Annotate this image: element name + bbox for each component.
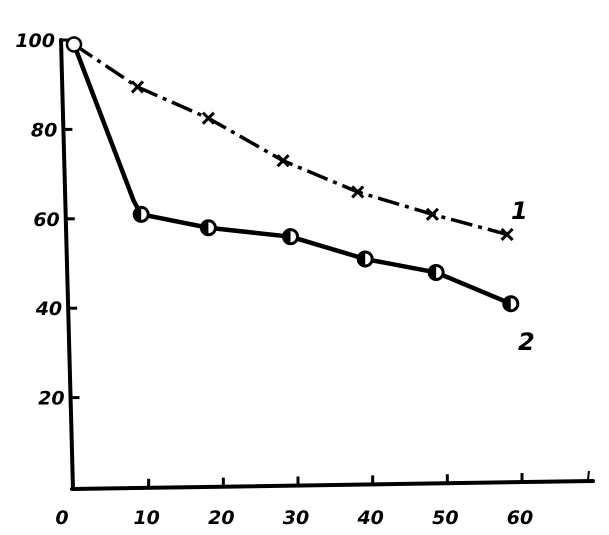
x-tick-label: 0 (55, 507, 68, 529)
series-1-label: 1 (511, 197, 528, 225)
series-2-point-fill (358, 252, 366, 267)
series-1-point (351, 185, 365, 199)
series-2-label: 2 (518, 328, 535, 356)
x-tick-label: 20 (208, 507, 234, 529)
series-1-point (130, 80, 145, 94)
series-2-point-fill (134, 207, 142, 222)
y-tick-label: 80 (31, 119, 57, 141)
x-tick-label: 10 (133, 507, 159, 529)
origin-point (65, 36, 83, 53)
y-tick-label: 100 (15, 30, 55, 52)
x-tick-label: 40 (356, 507, 383, 529)
axes (59, 38, 595, 491)
series-2-point-fill (201, 220, 209, 235)
series-2-point-fill (283, 229, 291, 244)
x-tick-label: 60 (507, 507, 533, 529)
series-1-point (201, 111, 215, 125)
series-2-point-fill (429, 265, 437, 280)
series-1-point (276, 154, 290, 168)
labels: 12 (511, 197, 535, 356)
x-tick-label: 50 (432, 507, 458, 529)
series-1-point (425, 207, 439, 221)
series-2-line (71, 43, 512, 306)
x-axis (70, 479, 595, 491)
x-tick-label: 30 (283, 507, 309, 529)
y-tick-label: 40 (35, 298, 62, 320)
series-2-point-fill (503, 296, 511, 311)
y-axis (59, 38, 75, 491)
series-1-point (500, 227, 514, 242)
y-tick-label: 20 (38, 388, 64, 410)
y-tick-label: 60 (33, 209, 59, 231)
x-axis-end-tick (587, 470, 590, 480)
markers (65, 36, 520, 313)
